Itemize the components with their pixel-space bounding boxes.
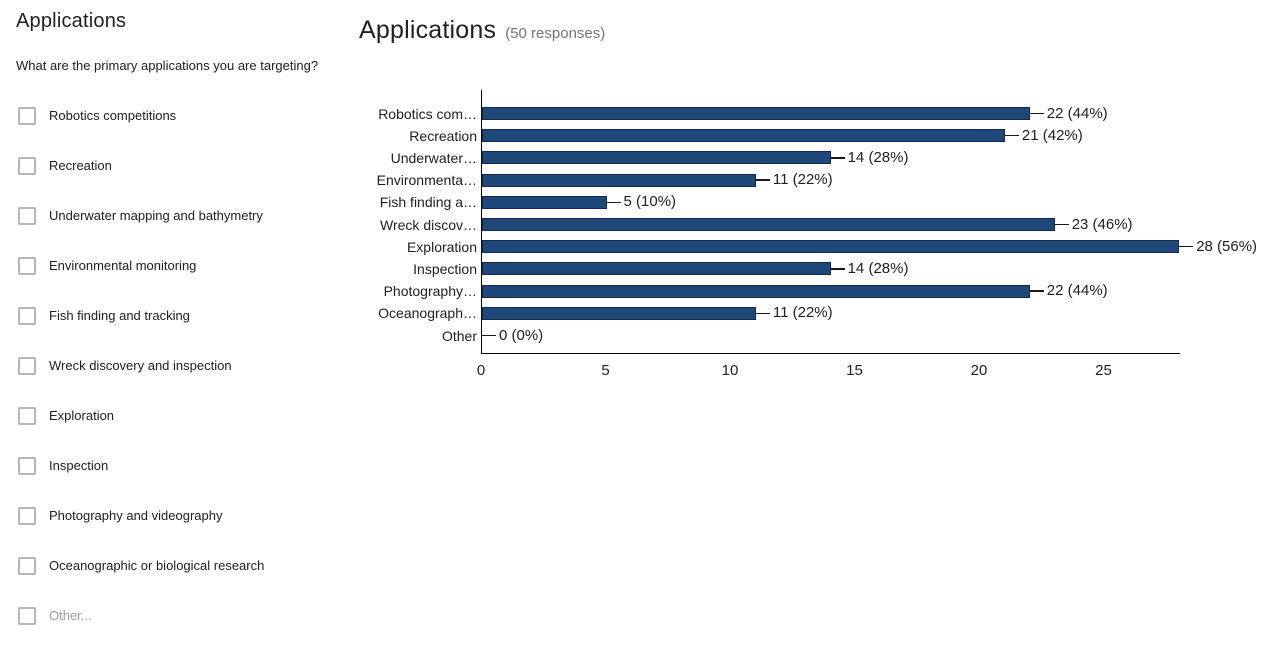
chart-value-connector [830,157,845,159]
x-tick-label: 0 [476,362,486,379]
option-row: Fish finding and tracking [18,307,264,325]
question-text: What are the primary applications you ar… [16,58,319,73]
checkbox[interactable] [18,607,36,625]
chart-category-label: Wreck discov… [380,216,477,233]
bar-chart: Robotics com… 22 (44%) Recreation 21 (42%) U… [376,90,1258,379]
chart-value-label: 11 (22%) [772,304,833,322]
option-label: Oceanographic or biological research [49,558,265,573]
responses-count: (50 responses) [505,25,606,42]
option-row: Environmental monitoring [18,257,264,275]
chart-bar [482,107,1030,120]
chart-bar [482,151,831,165]
x-tick-label: 25 [1095,362,1112,379]
chart-value-label: 23 (46%) [1071,215,1133,233]
chart-title: Applications [359,16,497,44]
x-tick-label: 5 [601,362,610,379]
chart-value-connector [755,179,770,181]
chart-value-connector [830,268,845,270]
option-label: Photography and videography [49,508,223,523]
option-row: Wreck discovery and inspection [18,357,264,375]
chart-value-label: 21 (42%) [1021,126,1083,144]
chart-value-connector [1029,112,1044,115]
chart-category-label: Exploration [406,238,477,255]
chart-bar [482,306,756,320]
chart-value-label: 22 (44%) [1046,104,1108,122]
x-tick-label: 20 [970,362,988,379]
checkbox[interactable] [18,307,36,325]
chart-value-connector [606,201,621,204]
checkbox[interactable] [18,557,36,575]
x-tick-label: 15 [846,362,863,379]
chart-bar [482,195,607,209]
chart-value-label: 22 (44%) [1046,282,1108,300]
option-label: Inspection [49,458,109,473]
option-row: Recreation [18,157,264,175]
option-label: Wreck discovery and inspection [49,358,232,373]
checkbox[interactable] [18,207,36,225]
option-label: Other... [49,608,92,623]
option-row: Inspection [18,457,264,475]
chart-category-label: Other [441,327,477,344]
option-row: Underwater mapping and bathymetry [18,207,264,225]
chart-category-label: Photography… [383,283,477,300]
checkbox[interactable] [18,407,36,425]
option-label: Robotics competitions [49,108,177,123]
chart-value-label: 0 (0%) [499,326,544,344]
checkbox[interactable] [18,257,36,275]
chart-value-connector [1179,245,1194,248]
chart-header: Applications (50 responses) [359,16,605,45]
option-row: Oceanographic or biological research [18,557,264,575]
chart-panel: Applications (50 responses) Robotics com… [359,16,1258,379]
chart-bar [482,240,1180,254]
chart-value-label: 11 (22%) [772,171,833,189]
chart-category-label: Oceanograph… [378,305,477,322]
chart-value-label: 14 (28%) [847,259,909,277]
chart-bar [482,173,756,187]
checkbox[interactable] [18,457,36,475]
option-row: Exploration [18,407,264,425]
chart-value-connector [1004,134,1019,137]
chart-value-connector [482,334,496,337]
checkbox[interactable] [18,107,36,125]
chart-value-label: 14 (28%) [847,148,909,166]
option-label: Recreation [49,158,112,173]
checkbox[interactable] [18,357,36,375]
chart-bar [482,284,1030,298]
chart-category-label: Robotics com… [378,105,477,122]
options-list: Robotics competitions Recreation Underwate… [18,107,264,657]
option-row: Other... [18,607,264,625]
option-row: Robotics competitions [18,107,264,125]
question-panel-title: Applications [16,10,127,32]
chart-value-connector [1054,223,1069,226]
option-label: Exploration [49,408,115,423]
checkbox[interactable] [18,157,36,175]
option-row: Photography and videography [18,507,264,525]
chart-value-label: 28 (56%) [1196,237,1258,255]
option-label: Environmental monitoring [49,258,197,273]
x-axis-line [481,353,1180,355]
y-axis-line [481,90,483,353]
option-label: Fish finding and tracking [49,308,190,323]
chart-value-connector [755,312,770,315]
checkbox[interactable] [18,507,36,525]
chart-category-label: Underwater… [390,149,477,166]
x-tick-label: 10 [721,362,739,379]
chart-value-connector [1029,290,1044,292]
chart-value-label: 5 (10%) [623,193,677,211]
chart-bar [482,218,1055,231]
chart-category-label: Environmenta… [376,172,477,189]
chart-category-label: Fish finding a… [379,194,477,211]
option-label: Underwater mapping and bathymetry [49,208,263,223]
chart-bar [482,262,831,276]
chart-bar [482,129,1005,143]
chart-category-label: Inspection [413,260,477,277]
chart-category-label: Recreation [409,127,477,144]
